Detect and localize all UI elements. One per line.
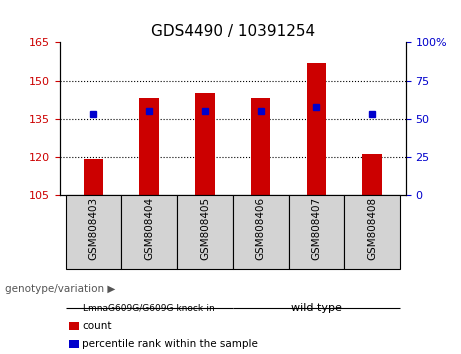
Bar	[139, 98, 159, 195]
Text: GSM808407: GSM808407	[312, 197, 321, 260]
Text: count: count	[82, 321, 112, 331]
Bar	[307, 63, 326, 195]
Text: LmnaG609G/G609G knock-in: LmnaG609G/G609G knock-in	[83, 303, 215, 313]
Text: percentile rank within the sample: percentile rank within the sample	[82, 339, 258, 349]
Text: GSM808403: GSM808403	[89, 197, 98, 260]
Text: wild type: wild type	[291, 303, 342, 313]
Bar	[289, 195, 344, 269]
Bar	[251, 98, 271, 195]
Title: GDS4490 / 10391254: GDS4490 / 10391254	[151, 23, 315, 39]
Bar	[177, 195, 233, 269]
Bar	[83, 159, 103, 195]
Text: GSM808405: GSM808405	[200, 197, 210, 260]
Text: GSM808406: GSM808406	[256, 197, 266, 260]
Bar	[65, 195, 121, 269]
Bar	[362, 154, 382, 195]
Bar	[344, 195, 400, 269]
Bar	[195, 93, 215, 195]
Bar	[233, 195, 289, 269]
Text: GSM808408: GSM808408	[367, 197, 377, 260]
Bar	[121, 195, 177, 269]
Text: GSM808404: GSM808404	[144, 197, 154, 260]
Text: genotype/variation ▶: genotype/variation ▶	[5, 284, 115, 293]
